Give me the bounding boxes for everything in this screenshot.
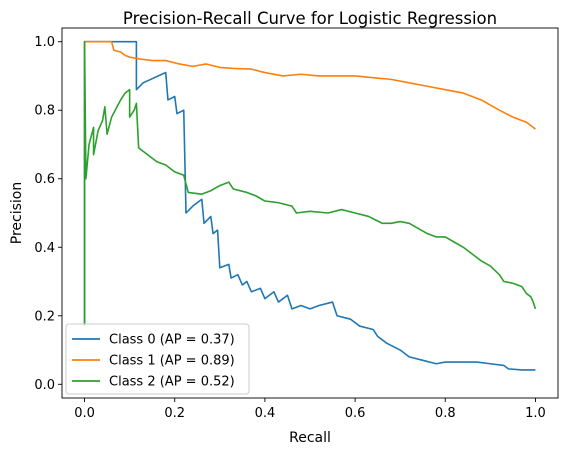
plot-frame [61,27,559,399]
y-tick-label: 0.4 [34,241,55,256]
y-tick-label: 1.0 [34,35,55,50]
x-tick-label: 0.6 [345,406,366,421]
chart-title: Precision-Recall Curve for Logistic Regr… [123,9,497,28]
legend-label-class-0: Class 0 (AP = 0.37) [109,333,235,348]
series-layer [83,40,537,371]
legend-label-class-1: Class 1 (AP = 0.89) [109,354,235,369]
legend: Class 0 (AP = 0.37) Class 1 (AP = 0.89) Cl… [65,323,250,395]
y-tick-label: 0.8 [34,104,55,119]
legend-frame [65,323,250,395]
y-axis-ticks: 0.0 0.2 0.4 0.6 0.8 1.0 [34,35,62,393]
x-axis-label: Recall [289,430,331,446]
series-line-class-0 [83,40,536,371]
x-tick-label: 0.2 [164,406,185,421]
series-line-class-1 [84,40,536,130]
x-tick-label: 0.4 [255,406,276,421]
x-axis-ticks: 0.0 0.2 0.4 0.6 0.8 1.0 [74,398,546,421]
y-tick-label: 0.2 [34,309,55,324]
legend-label-class-2: Class 2 (AP = 0.52) [109,375,235,390]
y-axis-label: Precision [9,182,25,244]
x-tick-label: 0.8 [435,406,456,421]
series-line-class-2 [83,40,537,327]
x-tick-label: 0.0 [74,406,95,421]
y-tick-label: 0.0 [34,378,55,393]
x-tick-label: 1.0 [525,406,546,421]
y-tick-label: 0.6 [34,172,55,187]
